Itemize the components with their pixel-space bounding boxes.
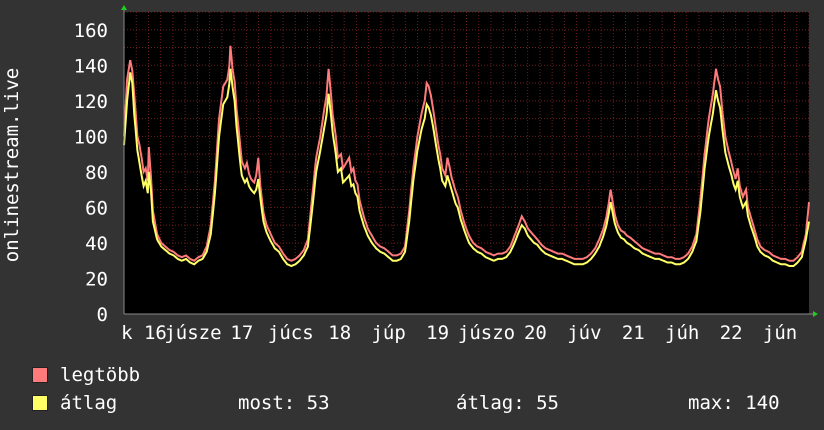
x-tick-label: jún (763, 322, 797, 344)
y-tick-label: 0 (97, 304, 108, 326)
y-tick-label: 20 (85, 268, 108, 290)
y-tick-label: 120 (74, 91, 108, 113)
y-tick-labels: 0 20 40 60 80 100 120 140 160 (74, 20, 108, 326)
series-max-line (123, 45, 810, 262)
x-tick-label: júszo (458, 322, 515, 344)
y-axis-label: onlinestream.live (1, 68, 23, 262)
y-tick-label: 80 (85, 162, 108, 184)
x-tick-label: k 16 (121, 322, 167, 344)
y-tick-label: 140 (74, 55, 108, 77)
axes (121, 5, 818, 317)
y-tick-label: 160 (74, 20, 108, 42)
x-tick-label: júh (665, 322, 699, 344)
x-tick-label: júv (567, 322, 601, 344)
x-tick-label: júsze (164, 322, 221, 344)
x-tick-label: 20 (524, 322, 547, 344)
series-max-area (124, 45, 809, 315)
x-tick-label: 18 (328, 322, 351, 344)
x-tick-label: 22 (720, 322, 743, 344)
x-tick-label: 21 (622, 322, 645, 344)
y-tick-label: 60 (85, 197, 108, 219)
y-tick-label: 40 (85, 233, 108, 255)
x-tick-label: 17 (230, 322, 253, 344)
x-tick-label: júcs (268, 322, 314, 344)
x-tick-label: júp (371, 322, 405, 344)
y-axis-arrow-icon (121, 5, 127, 10)
series-avg-line (123, 68, 810, 268)
y-tick-label: 100 (74, 126, 108, 148)
x-tick-label: 19 (426, 322, 449, 344)
x-axis-arrow-icon (813, 311, 818, 317)
